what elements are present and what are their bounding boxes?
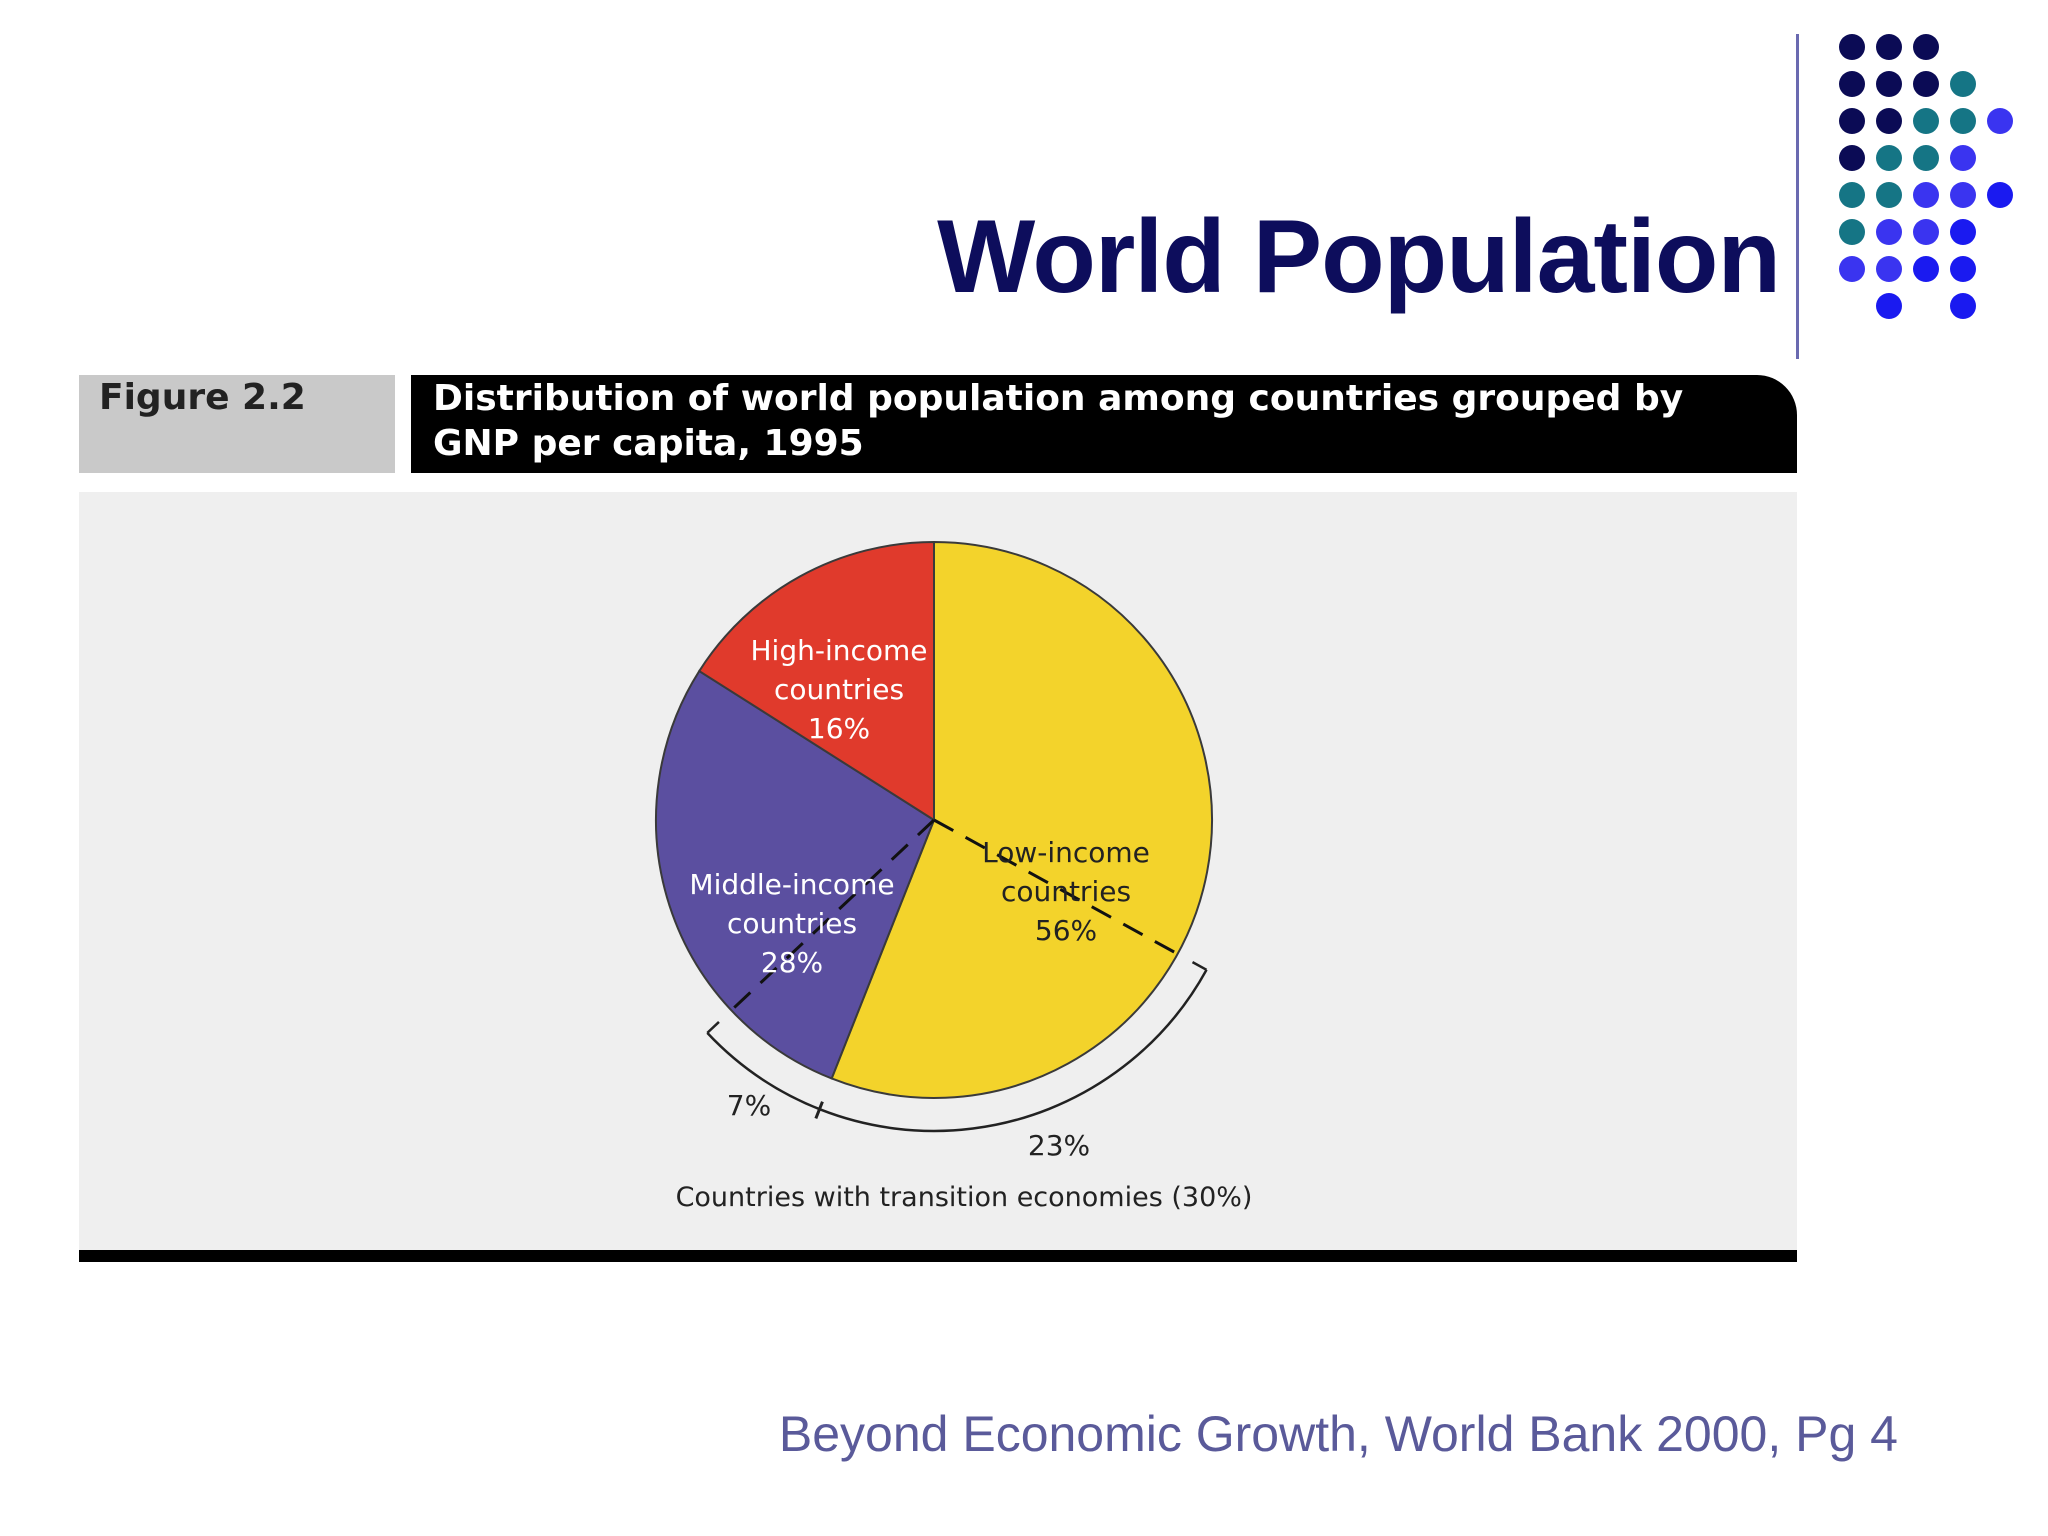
decorative-dot bbox=[1913, 219, 1939, 245]
label-middle-income: Middle-income countries 28% bbox=[689, 868, 894, 979]
figure-label: Figure 2.2 bbox=[99, 377, 306, 418]
decorative-dot bbox=[1876, 71, 1902, 97]
slice-middle-income bbox=[655, 669, 936, 1080]
figure-label-box: Figure 2.2 bbox=[79, 375, 395, 473]
slice-low-income bbox=[830, 540, 1213, 1099]
decorative-dot bbox=[1950, 219, 1976, 245]
slide-title: World Population bbox=[937, 199, 1781, 315]
decorative-dot bbox=[1913, 34, 1939, 60]
decorative-dot bbox=[1876, 145, 1902, 171]
decorative-dot bbox=[1839, 145, 1865, 171]
decorative-dot bbox=[1950, 145, 1976, 171]
decorative-dot bbox=[1987, 108, 2013, 134]
decorative-dot bbox=[1839, 108, 1865, 134]
decorative-dot bbox=[1950, 293, 1976, 319]
decorative-dot bbox=[1913, 145, 1939, 171]
decorative-dot bbox=[1913, 108, 1939, 134]
decorative-dot bbox=[1876, 182, 1902, 208]
bracket-divider-tick bbox=[814, 1101, 824, 1120]
decorative-dot bbox=[1839, 182, 1865, 208]
decorative-dot bbox=[1950, 71, 1976, 97]
bracket-end-tick bbox=[706, 1021, 720, 1034]
decorative-dot bbox=[1950, 108, 1976, 134]
decorative-dot bbox=[1876, 219, 1902, 245]
figure-header: Distribution of world population among c… bbox=[411, 375, 1797, 473]
slice-high-income bbox=[697, 540, 935, 822]
decorative-dot bbox=[1839, 71, 1865, 97]
transition-part-middle-label: 7% bbox=[727, 1089, 771, 1122]
pie-chart: Low-income countries 56% Middle-income count… bbox=[655, 540, 1253, 1213]
decorative-dot bbox=[1876, 34, 1902, 60]
figure-title: Distribution of world population among c… bbox=[433, 378, 1684, 464]
label-low-income: Low-income countries 56% bbox=[982, 836, 1150, 947]
decorative-dot bbox=[1950, 182, 1976, 208]
transition-bracket bbox=[706, 969, 1208, 1133]
bracket-end-tick bbox=[1191, 961, 1208, 971]
decorative-dot bbox=[1876, 256, 1902, 282]
decorative-dot bbox=[1839, 256, 1865, 282]
label-high-income: High-income countries 16% bbox=[750, 634, 927, 745]
transition-part-low-label: 23% bbox=[1028, 1129, 1090, 1162]
figure-bottom-rule bbox=[79, 1250, 1797, 1262]
decorative-dot bbox=[1913, 182, 1939, 208]
decorative-dot bbox=[1839, 34, 1865, 60]
source-citation: Beyond Economic Growth, World Bank 2000,… bbox=[778, 1406, 1898, 1462]
decorative-dot bbox=[1839, 219, 1865, 245]
decorative-dot bbox=[1913, 256, 1939, 282]
decorative-dot bbox=[1950, 256, 1976, 282]
decorative-dot bbox=[1987, 182, 2013, 208]
dashed-boundary-low bbox=[933, 818, 1186, 960]
decorative-dot bbox=[1876, 293, 1902, 319]
title-divider bbox=[1796, 34, 1799, 359]
dashed-boundary-middle bbox=[724, 818, 936, 1017]
chart-panel: Low-income countries 56% Middle-income count… bbox=[79, 492, 1797, 1252]
transition-caption: Countries with transition economies (30%… bbox=[676, 1182, 1253, 1213]
decorative-dot bbox=[1913, 71, 1939, 97]
decorative-dot bbox=[1876, 108, 1902, 134]
